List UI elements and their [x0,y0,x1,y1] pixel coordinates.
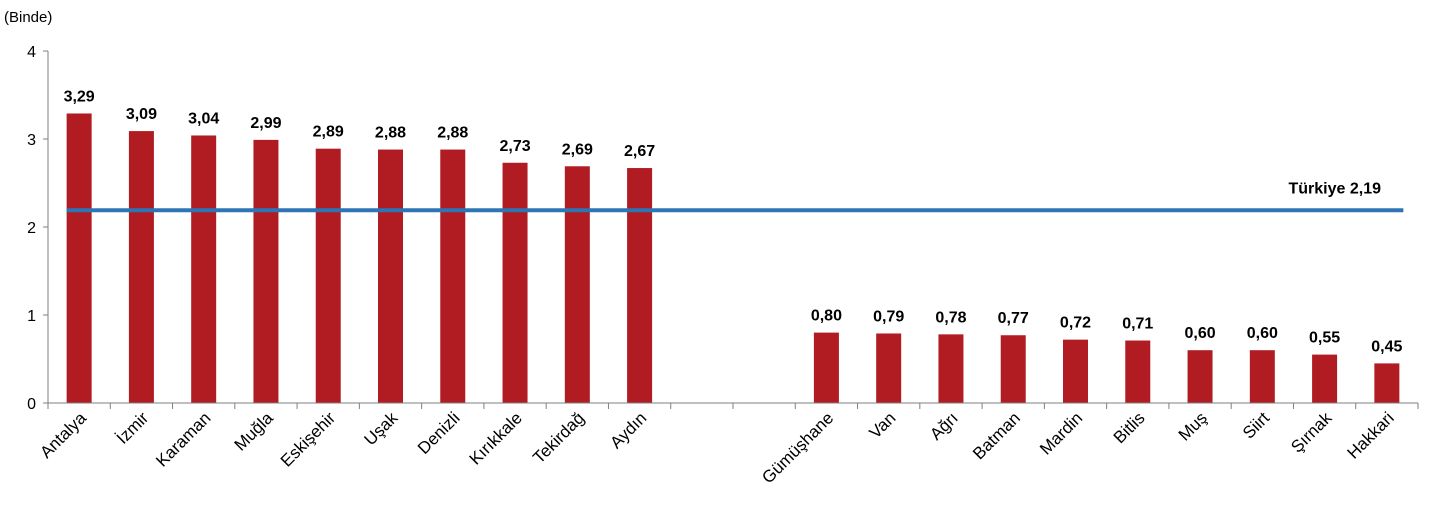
bar [191,135,217,404]
y-tick-label: 4 [27,44,36,61]
bar [128,131,154,403]
x-category-label: Denizli [414,408,464,458]
y-axis-unit-label: (Binde) [4,9,52,26]
y-tick-label: 1 [27,308,36,325]
x-category-label: Kırıkkale [466,408,526,468]
bar [876,333,902,403]
bar-value-label: 2,89 [313,124,344,141]
x-category-label: Mardin [1036,408,1086,458]
x-category-label: Uşak [361,408,402,449]
turkiye-average-label: Türkiye 2,19 [1289,180,1382,197]
x-category-label: Bitlis [1110,408,1149,447]
y-axis: 0 1 2 3 4 [27,44,49,413]
bar [1125,340,1151,403]
bar-value-label: 3,04 [188,110,219,127]
bar-value-label: 0,60 [1247,325,1278,342]
bar [938,334,964,403]
x-category-label: Antalya [36,408,90,462]
bar [1187,350,1213,403]
x-category-label: Gümüşhane [758,408,837,487]
bar-value-label: 0,45 [1371,338,1402,355]
x-category-label: Hakkari [1344,408,1398,462]
x-category-label: Eskişehir [277,408,339,470]
y-tick-label: 2 [27,220,36,237]
x-category-label: Ağrı [926,408,961,443]
bar-value-label: 0,72 [1060,315,1091,332]
x-category-label: Şırnak [1287,408,1336,457]
bar [1249,350,1275,403]
bar [813,332,839,403]
x-category-label: Batman [969,408,1024,463]
x-category-label: İzmir [113,408,153,448]
bar [253,139,279,403]
x-category-label: Karaman [152,408,214,470]
x-category-label: Muğla [231,408,278,455]
x-category-label: Siirt [1239,408,1273,442]
bar [66,113,92,403]
x-category-label: Van [866,408,900,442]
bar [440,149,466,403]
bar-value-label: 0,77 [998,310,1029,327]
bar [1374,363,1400,403]
bars: 3,29 3,09 3,04 2,99 2,89 2,88 2,88 2,73 2,69 2,67… [64,88,1403,404]
bar-value-label: 0,80 [811,308,842,325]
bar-value-label: 2,69 [562,141,593,158]
bar-value-label: 0,79 [873,308,904,325]
bar [502,162,528,403]
bar-value-label: 2,67 [624,143,655,160]
y-tick-label: 0 [27,396,36,413]
bar-value-label: 0,78 [935,309,966,326]
reference-line-group: Türkiye 2,19 [66,180,1404,213]
bar-value-label: 2,88 [437,125,468,142]
bar-value-label: 0,55 [1309,330,1340,347]
turkiye-label-name: Türkiye [1289,180,1350,197]
bar [1312,354,1338,403]
bar-value-label: 3,09 [126,106,157,123]
x-category-label: Aydın [606,408,650,452]
bar [378,149,403,403]
bar [315,148,341,403]
bar [627,168,653,403]
bar [1000,335,1026,403]
bar [1063,339,1088,403]
bar-value-label: 2,99 [250,115,281,132]
turkiye-label-value: 2,19 [1350,180,1381,197]
bar-value-label: 0,71 [1122,316,1153,333]
bar [564,166,590,403]
bar-value-label: 2,73 [499,138,530,155]
bar-value-label: 2,88 [375,125,406,142]
x-category-label: Muş [1175,408,1211,444]
bar-value-label: 0,60 [1184,325,1215,342]
x-category-label: Tekirdağ [529,408,588,467]
y-tick-label: 3 [27,132,36,149]
bar-value-label: 3,29 [64,88,95,105]
x-axis: Antalya İzmir Karaman Muğla Eskişehir Uşak Den… [36,402,1419,487]
